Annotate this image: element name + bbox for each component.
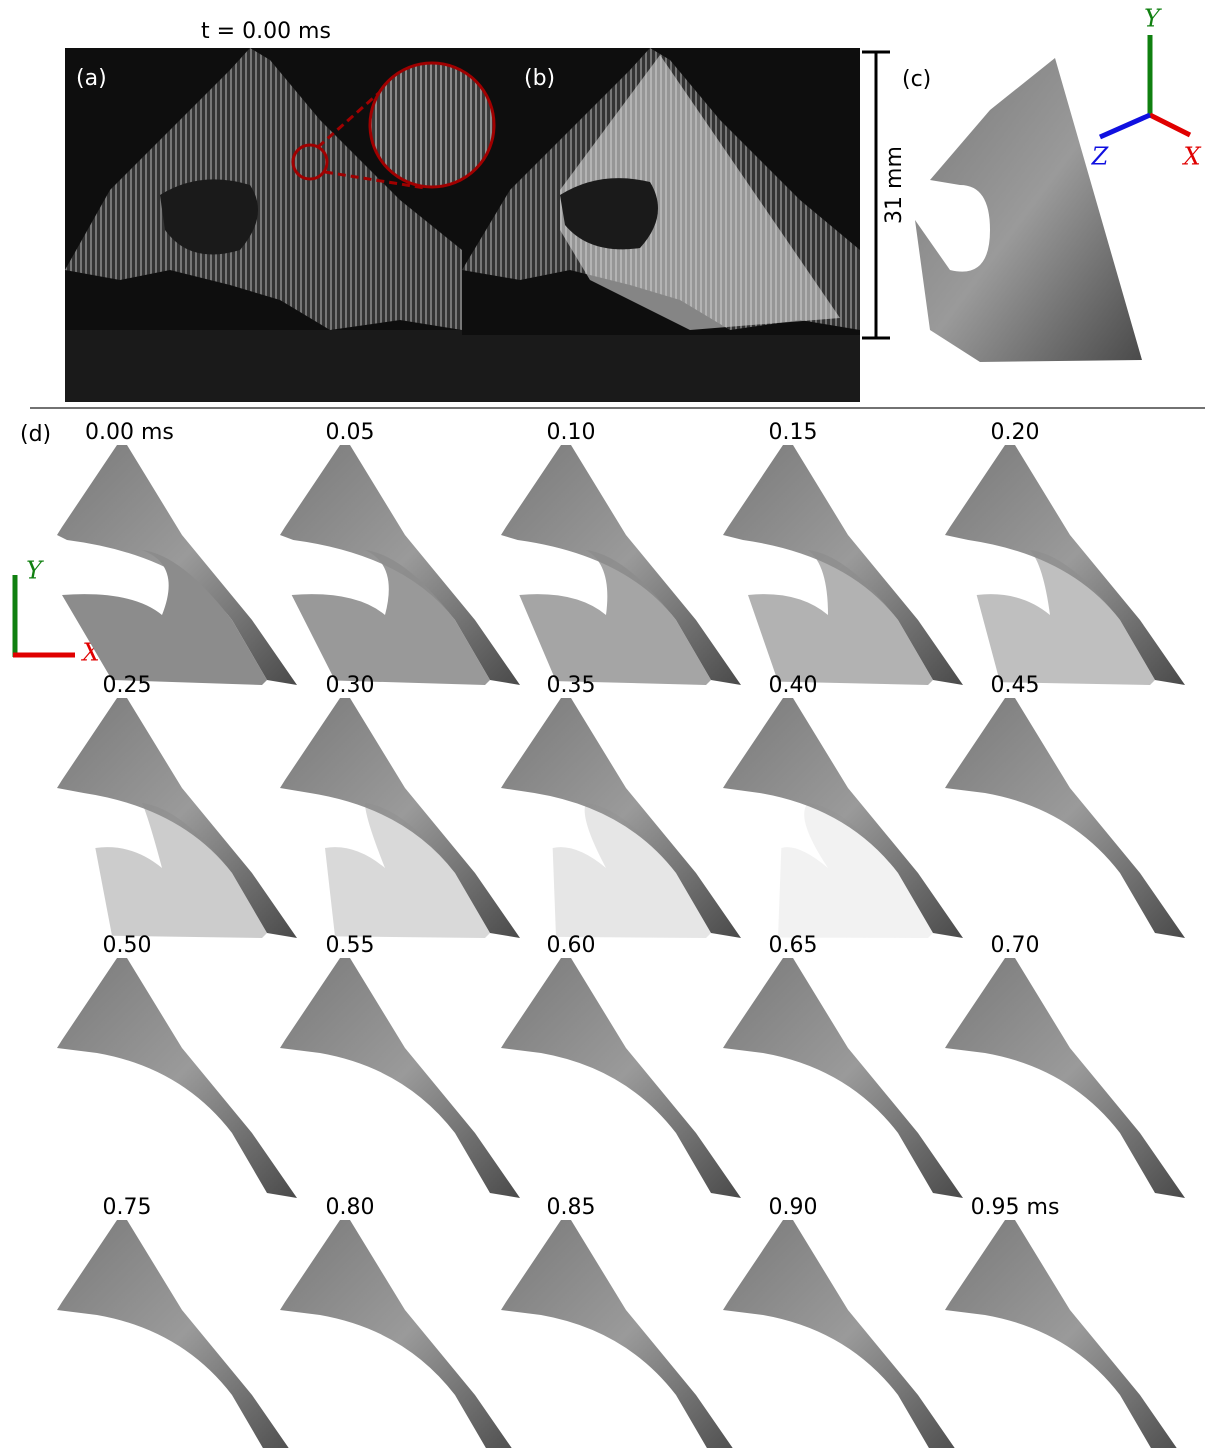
figure: 31 mm t = 0.00 ms (a) (b) (c) Y Z X (d) … [0, 0, 1208, 1448]
leaflet-surface [501, 1220, 741, 1448]
panel-label: (d) [20, 422, 51, 447]
axis-label: Y [1144, 5, 1162, 33]
frame-label: 0.80 [326, 1195, 375, 1220]
leaflet-surface [945, 698, 1185, 938]
frame-label: 0.45 [991, 673, 1040, 698]
frame-label: 0.10 [547, 420, 596, 445]
time-label: t = 0.00 ms [201, 19, 331, 44]
axis-label: Z [1091, 143, 1110, 171]
panel-label: (a) [76, 66, 107, 91]
panel-label: (c) [902, 67, 931, 92]
axes-2d [13, 575, 75, 657]
panel-label: (b) [524, 66, 555, 91]
scale-label: 31 mm [882, 146, 907, 224]
leaflet-surface [57, 958, 297, 1198]
frame-label: 0.55 [326, 933, 375, 958]
frame-label: 0.85 [547, 1195, 596, 1220]
axes-3d [1100, 35, 1190, 137]
surface-3d [915, 58, 1142, 362]
leaflet-surface [945, 958, 1185, 1198]
axis-label: X [1181, 143, 1201, 171]
frame-label: 0.05 [326, 420, 375, 445]
frame-label: 0.30 [326, 673, 375, 698]
frame-label: 0.60 [547, 933, 596, 958]
frame-label: 0.00 ms [85, 420, 174, 445]
frame-label: 0.20 [991, 420, 1040, 445]
frame-label: 0.40 [769, 673, 818, 698]
leaflet-surface [280, 958, 520, 1198]
leaflet-surface [501, 958, 741, 1198]
ultrasound-image-b [462, 48, 860, 402]
axis-label: Y [26, 557, 44, 585]
frame-label: 0.75 [103, 1195, 152, 1220]
frame-label: 0.15 [769, 420, 818, 445]
leaflet-surface [280, 1220, 520, 1448]
frame-label: 0.70 [991, 933, 1040, 958]
frame-label: 0.25 [103, 673, 152, 698]
frame-label: 0.90 [769, 1195, 818, 1220]
frame-label: 0.65 [769, 933, 818, 958]
leaflet-surface [57, 1220, 297, 1448]
frame-label: 0.35 [547, 673, 596, 698]
leaflet-surface [723, 958, 963, 1198]
leaflet-surface [723, 1220, 963, 1448]
leaflet-surface [945, 1220, 1185, 1448]
frame-label: 0.50 [103, 933, 152, 958]
frame-label: 0.95 ms [971, 1195, 1060, 1220]
